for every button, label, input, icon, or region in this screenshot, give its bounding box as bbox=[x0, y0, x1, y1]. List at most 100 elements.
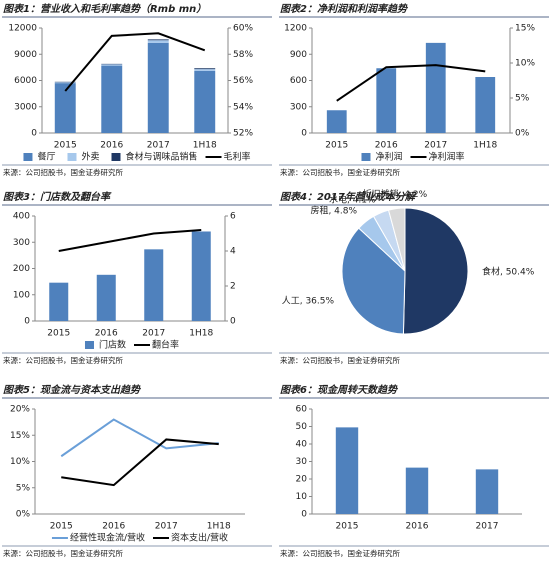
panel-title: 图表2：净利润和利润率趋势 bbox=[280, 3, 409, 15]
y-tick-label: 0% bbox=[16, 510, 31, 520]
y-tick-label: 0 bbox=[24, 317, 30, 327]
slice-label: 折旧摊销, 4.2% bbox=[363, 188, 428, 200]
y2-tick-label: 58% bbox=[233, 50, 253, 60]
y-tick-label: 50 bbox=[296, 422, 308, 432]
y-tick-label: 6000 bbox=[14, 76, 37, 86]
bar bbox=[191, 231, 211, 321]
legend: 净利润 净利润率 bbox=[361, 151, 465, 163]
x-tick-label: 1H18 bbox=[473, 141, 497, 151]
x-tick-label: 2016 bbox=[375, 141, 398, 151]
y2-tick-label: 0% bbox=[515, 129, 530, 139]
bar bbox=[147, 42, 169, 133]
bar bbox=[96, 274, 116, 321]
y-tick-label: 40 bbox=[296, 440, 308, 450]
y-tick-label: 200 bbox=[13, 264, 30, 274]
y2-tick-label: 60% bbox=[233, 24, 253, 34]
y-tick-label: 20% bbox=[10, 405, 30, 415]
panel-title: 图表3：门店数及翻台率 bbox=[3, 191, 112, 203]
legend: 经营性现金流/营收 资本支出/营收 bbox=[51, 532, 228, 544]
y-tick-label: 60 bbox=[296, 405, 308, 415]
y2-tick-label: 5% bbox=[515, 94, 530, 104]
bar bbox=[101, 64, 123, 66]
y2-tick-label: 2 bbox=[230, 282, 236, 292]
y-tick-label: 900 bbox=[290, 50, 307, 60]
y2-tick-label: 10% bbox=[515, 59, 535, 69]
y-tick-label: 300 bbox=[290, 102, 307, 112]
legend-swatch bbox=[361, 153, 371, 161]
y-tick-label: 9000 bbox=[14, 50, 37, 60]
y2-tick-label: 56% bbox=[233, 76, 253, 86]
legend-label: 外卖 bbox=[81, 151, 99, 163]
bar bbox=[475, 77, 496, 133]
y2-tick-label: 52% bbox=[233, 129, 253, 139]
slice-label: 人工, 36.5% bbox=[282, 295, 335, 306]
bar bbox=[147, 40, 169, 43]
legend-label: 毛利率 bbox=[224, 151, 251, 163]
x-tick-label: 2017 bbox=[142, 329, 165, 339]
y-tick-label: 20 bbox=[296, 475, 308, 485]
y-tick-label: 100 bbox=[13, 290, 30, 300]
x-tick-label: 2016 bbox=[102, 522, 125, 532]
x-tick-label: 2017 bbox=[155, 522, 178, 532]
bar bbox=[335, 427, 359, 514]
bar bbox=[49, 282, 69, 321]
bar bbox=[326, 110, 347, 133]
legend-label: 翻台率 bbox=[152, 339, 179, 351]
pie-slice bbox=[402, 207, 469, 335]
pie-slice bbox=[387, 207, 406, 272]
x-tick-label: 2016 bbox=[95, 329, 118, 339]
bar bbox=[194, 68, 216, 70]
series-line bbox=[336, 64, 486, 102]
legend: 餐厅 外卖 食材与调味品销售 毛利率 bbox=[23, 151, 251, 163]
bar bbox=[194, 70, 216, 133]
y-tick-label: 0 bbox=[301, 129, 307, 139]
y-tick-label: 0 bbox=[31, 129, 37, 139]
source: 来源：公司招股书，国金证券研究所 bbox=[3, 548, 123, 558]
source: 来源：公司招股书，国金证券研究所 bbox=[3, 167, 123, 177]
x-tick-label: 2016 bbox=[100, 141, 123, 151]
legend-swatch bbox=[23, 153, 33, 161]
legend-label: 餐厅 bbox=[37, 151, 55, 163]
panel-title: 图表1：营业收入和毛利率趋势（Rmb mn） bbox=[3, 3, 206, 15]
source: 来源：公司招股书，国金证券研究所 bbox=[280, 548, 400, 558]
y-tick-label: 3000 bbox=[14, 102, 37, 112]
x-tick-label: 2017 bbox=[147, 141, 170, 151]
x-tick-label: 2015 bbox=[50, 522, 73, 532]
x-tick-label: 2017 bbox=[424, 141, 447, 151]
x-tick-label: 1H18 bbox=[207, 522, 231, 532]
legend-label: 资本支出/营收 bbox=[171, 532, 228, 544]
legend-label: 食材与调味品销售 bbox=[126, 151, 198, 163]
bar bbox=[405, 467, 429, 514]
y2-tick-label: 4 bbox=[230, 247, 236, 257]
bar bbox=[194, 69, 216, 71]
y-tick-label: 1200 bbox=[284, 24, 307, 34]
legend: 门店数 翻台率 bbox=[84, 339, 179, 351]
bar bbox=[54, 83, 76, 133]
y2-tick-label: 54% bbox=[233, 102, 253, 112]
x-tick-label: 1H18 bbox=[189, 329, 213, 339]
y-tick-label: 30 bbox=[296, 457, 308, 467]
y-tick-label: 12000 bbox=[8, 24, 37, 34]
y-tick-label: 10% bbox=[10, 457, 30, 467]
series-line bbox=[60, 418, 219, 458]
x-tick-label: 2015 bbox=[336, 522, 359, 532]
pie-slice bbox=[341, 227, 406, 335]
x-tick-label: 2016 bbox=[406, 522, 429, 532]
bar bbox=[376, 68, 397, 133]
legend-swatch bbox=[67, 153, 77, 161]
slice-label: 房租, 4.8% bbox=[310, 204, 357, 216]
slice-label: 食材, 50.4% bbox=[482, 265, 535, 277]
source: 来源：公司招股书，国金证券研究所 bbox=[280, 167, 400, 177]
source: 来源：公司招股书，国金证券研究所 bbox=[280, 355, 400, 365]
series-line bbox=[58, 229, 202, 252]
x-tick-label: 2015 bbox=[54, 141, 77, 151]
x-tick-label: 2017 bbox=[476, 522, 499, 532]
bar bbox=[475, 469, 499, 514]
y2-tick-label: 6 bbox=[230, 212, 236, 222]
x-tick-label: 2015 bbox=[47, 329, 70, 339]
legend-label: 净利润率 bbox=[429, 151, 465, 163]
y-tick-label: 10 bbox=[296, 492, 308, 502]
slice-label: 水电, 4.1% bbox=[329, 193, 376, 205]
legend-label: 经营性现金流/营收 bbox=[70, 532, 145, 544]
